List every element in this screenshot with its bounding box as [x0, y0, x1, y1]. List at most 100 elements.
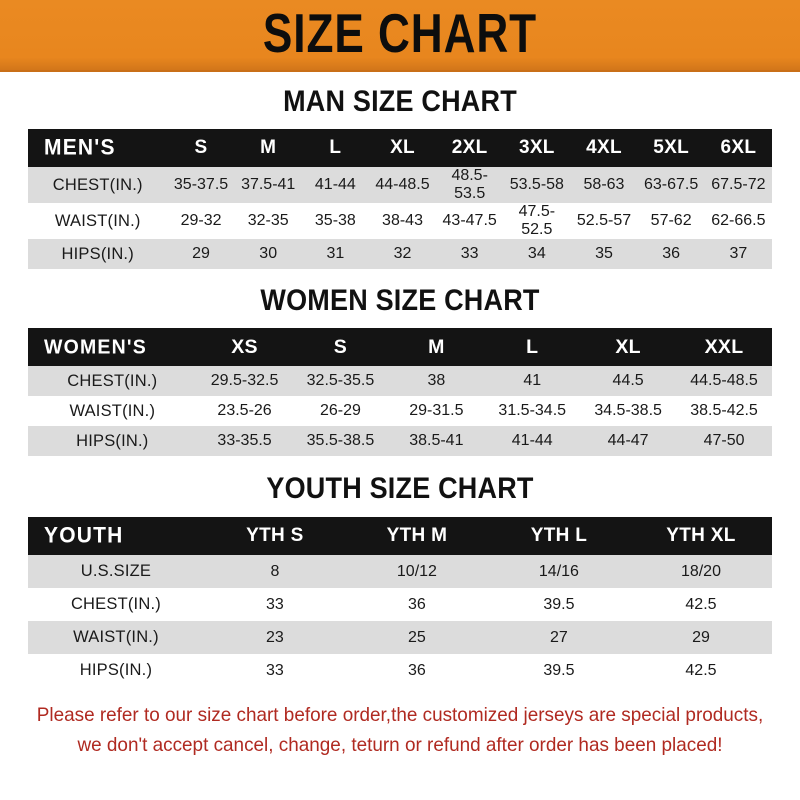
men-cell-value: 47.5-52.5 — [518, 203, 556, 238]
men-cell-value: 29 — [192, 245, 210, 262]
youth-cell-value: 27 — [550, 628, 568, 646]
men-cell-value: 53.5-58 — [509, 176, 564, 193]
men-cell-value: 33 — [460, 245, 479, 262]
women-cell-value: 33-35.5 — [217, 432, 272, 449]
youth-cell-value: 25 — [408, 628, 426, 646]
page-title: SIZE CHART — [262, 4, 538, 65]
men-cell-value: 35-38 — [314, 212, 356, 229]
men-size-header-5: 2XL — [451, 137, 488, 158]
men-size-header-1: S — [194, 137, 208, 158]
youth-row-label: CHEST(IN.) — [70, 595, 161, 613]
section-youth: YOUTH SIZE CHART YOUTH YTH S YTH M YTH L YTH… — [0, 456, 800, 687]
men-row-head-label: MEN'S — [44, 135, 116, 160]
men-cell-value: 43-47.5 — [442, 212, 497, 229]
table-row: CHEST(IN.) 33 36 39.5 42.5 — [28, 588, 772, 621]
men-cell-value: 36 — [662, 245, 681, 262]
men-cell-value: 38-43 — [382, 212, 423, 229]
order-policy-note: Please refer to our size chart before or… — [31, 701, 768, 760]
youth-cell-value: 14/16 — [538, 562, 579, 580]
women-cell-value: 44.5-48.5 — [690, 372, 758, 389]
women-size-header-4: L — [526, 335, 539, 358]
men-cell-value: 52.5-57 — [576, 212, 632, 229]
women-cell-value: 34.5-38.5 — [594, 402, 662, 419]
women-size-header-2: S — [333, 335, 348, 358]
women-cell-value: 38 — [427, 372, 446, 389]
men-size-header-2: M — [260, 137, 277, 158]
women-cell-value: 26-29 — [319, 402, 361, 419]
women-table-body: CHEST(IN.) 29.5-32.5 32.5-35.5 38 41 44.5 44.5… — [28, 366, 772, 456]
men-row-label: CHEST(IN.) — [52, 175, 143, 194]
table-row: HIPS(IN.) 33 36 39.5 42.5 — [28, 654, 772, 687]
men-size-header-6: 3XL — [518, 137, 555, 158]
men-cell-value: 44-48.5 — [375, 176, 430, 193]
youth-cell-value: 18/20 — [680, 562, 721, 580]
table-row: HIPS(IN.) 33-35.5 35.5-38.5 38.5-41 41-44 44-… — [28, 426, 772, 456]
header-banner: SIZE CHART — [0, 0, 800, 72]
men-cell-value: 29-32 — [180, 212, 222, 229]
youth-cell-value: 42.5 — [685, 661, 717, 679]
women-table-header: WOMEN'S XS S M L XL XXL — [28, 328, 772, 366]
youth-cell-value: 33 — [266, 661, 284, 679]
women-cell-value: 44-47 — [607, 432, 649, 449]
men-cell-value: 35-37.5 — [173, 176, 229, 193]
women-cell-value: 38.5-42.5 — [690, 402, 758, 419]
note-line-2: we don't accept cancel, change, teturn o… — [77, 733, 723, 756]
section-man: MAN SIZE CHART MEN'S S M L XL 2XL 3XL 4XL 5XL 6XL… — [0, 72, 800, 269]
youth-cell-value: 39.5 — [543, 661, 575, 679]
men-size-header-9: 6XL — [720, 137, 757, 158]
women-size-header-3: M — [428, 335, 445, 358]
women-cell-value: 41 — [523, 372, 542, 389]
men-cell-value: 63-67.5 — [644, 176, 699, 193]
men-size-header-8: 5XL — [653, 137, 690, 158]
youth-cell-value: 39.5 — [543, 595, 575, 613]
men-cell-value: 57-62 — [650, 212, 692, 229]
women-size-header-6: XXL — [704, 335, 744, 358]
youth-cell-value: 29 — [692, 628, 710, 646]
youth-cell-value: 8 — [270, 562, 280, 580]
youth-cell-value: 36 — [408, 595, 426, 613]
youth-cell-value: 36 — [408, 661, 426, 679]
women-cell-value: 47-50 — [703, 432, 745, 449]
men-size-header-3: L — [329, 137, 342, 158]
youth-row-label: WAIST(IN.) — [73, 628, 159, 646]
women-cell-value: 38.5-41 — [409, 432, 464, 449]
men-table-header: MEN'S S M L XL 2XL 3XL 4XL 5XL 6XL — [28, 129, 772, 167]
men-cell-value: 48.5-53.5 — [451, 167, 488, 202]
youth-cell-value: 10/12 — [396, 562, 437, 580]
women-cell-value: 32.5-35.5 — [306, 372, 375, 389]
women-row-label: HIPS(IN.) — [76, 431, 149, 450]
youth-row-label: U.S.SIZE — [80, 562, 152, 580]
youth-size-table: YOUTH YTH S YTH M YTH L YTH XL U.S.SIZE 8 10/1… — [28, 517, 772, 687]
men-size-header-7: 4XL — [586, 137, 622, 158]
men-row-label: HIPS(IN.) — [61, 244, 134, 263]
men-header-row: MEN'S S M L XL 2XL 3XL 4XL 5XL 6XL — [28, 129, 772, 167]
women-header-row: WOMEN'S XS S M L XL XXL — [28, 328, 772, 366]
women-cell-value: 29-31.5 — [409, 402, 464, 419]
men-cell-value: 35 — [595, 245, 613, 262]
youth-size-header-1: YTH S — [246, 525, 304, 546]
men-cell-value: 32 — [393, 245, 412, 262]
women-cell-value: 29.5-32.5 — [210, 372, 279, 389]
women-cell-value: 31.5-34.5 — [498, 402, 567, 419]
youth-cell-value: 23 — [266, 628, 284, 646]
table-row: HIPS(IN.) 29 30 31 32 33 34 35 36 37 — [28, 239, 772, 269]
men-size-table: MEN'S S M L XL 2XL 3XL 4XL 5XL 6XL CHEST(IN.) 35-3… — [28, 129, 772, 269]
youth-row-label: HIPS(IN.) — [79, 661, 153, 679]
men-cell-value: 30 — [259, 245, 278, 262]
men-cell-value: 32-35 — [247, 212, 289, 229]
women-row-head-label: WOMEN'S — [44, 334, 147, 359]
youth-table-body: U.S.SIZE 8 10/12 14/16 18/20 CHEST(IN.) 33 36 39… — [28, 555, 772, 687]
men-cell-value: 31 — [326, 245, 345, 262]
table-row: CHEST(IN.) 29.5-32.5 32.5-35.5 38 41 44.5 44.5… — [28, 366, 772, 396]
table-row: CHEST(IN.) 35-37.5 37.5-41 41-44 44-48.5 48.5… — [28, 167, 772, 203]
men-cell-value: 37 — [729, 245, 748, 262]
women-cell-value: 41-44 — [511, 432, 553, 449]
youth-size-header-3: YTH L — [530, 525, 588, 546]
youth-row-head-label: YOUTH — [44, 523, 124, 548]
section-title-women: WOMEN SIZE CHART — [260, 283, 540, 317]
men-size-header-4: XL — [390, 137, 415, 158]
youth-size-header-2: YTH M — [386, 525, 448, 546]
youth-cell-value: 42.5 — [685, 595, 717, 613]
note-line-1: Please refer to our size chart before or… — [36, 704, 764, 726]
